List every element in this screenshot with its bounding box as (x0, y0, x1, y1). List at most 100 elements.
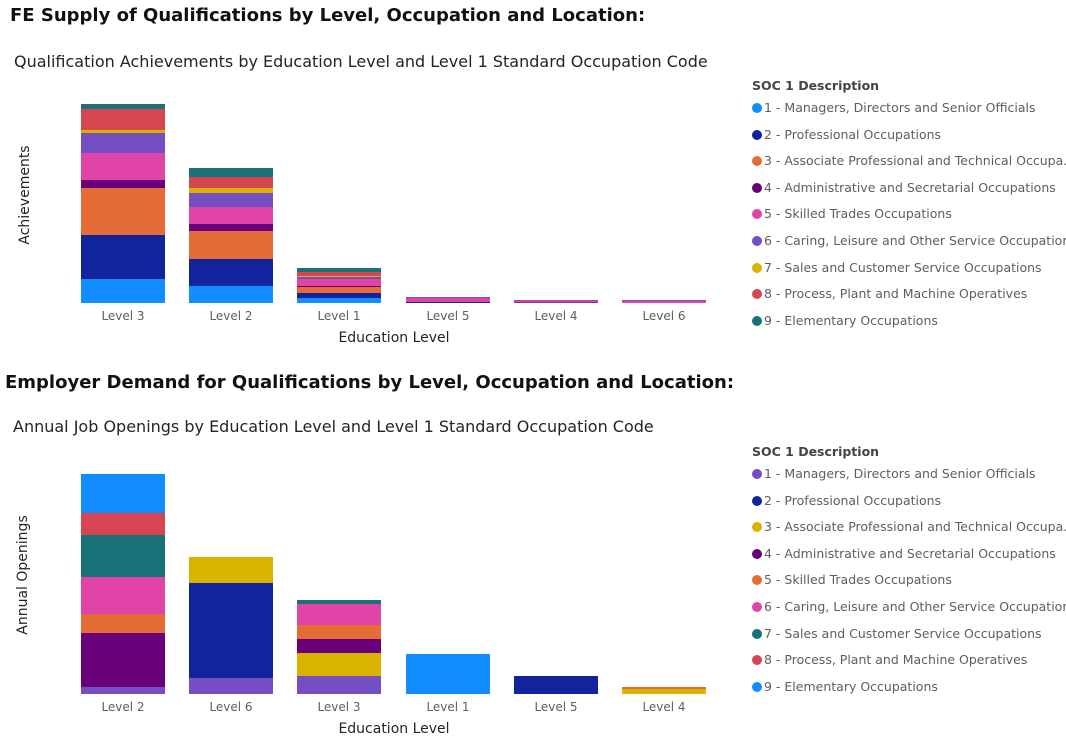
section-heading-demand: Employer Demand for Qualifications by Le… (5, 372, 735, 393)
y-axis-title: Annual Openings (15, 515, 31, 634)
legend-marker-icon (752, 129, 762, 140)
legend-label: 5 - Skilled Trades Occupations (764, 572, 952, 588)
legend-label: 2 - Professional Occupations (764, 126, 942, 142)
legend-item-soc7[interactable]: 7 - Sales and Customer Service Occupatio… (752, 626, 1066, 653)
bar-segment-level-6-soc1 (189, 678, 273, 694)
bar-segment-level-4-soc5 (514, 300, 598, 303)
bar-segment-level-3-soc8 (81, 109, 165, 130)
bar-segment-level-4-soc2 (514, 302, 598, 303)
legend-marker-icon (752, 601, 762, 612)
bar-segment-level-3-soc7 (297, 600, 381, 604)
x-tick-label: Level 2 (209, 309, 252, 323)
bar-segment-level-6-soc6 (622, 300, 706, 301)
legend-item-soc1[interactable]: 1 - Managers, Directors and Senior Offic… (752, 466, 1066, 493)
legend-item-soc2[interactable]: 2 - Professional Occupations (752, 127, 1066, 154)
legend-marker-icon (752, 289, 762, 300)
bar-segment-level-4-soc6 (514, 300, 598, 301)
legend-item-soc9[interactable]: 9 - Elementary Occupations (752, 679, 1066, 706)
legend-item-soc5[interactable]: 5 - Skilled Trades Occupations (752, 572, 1066, 599)
legend-marker-icon (752, 548, 762, 559)
legend-marker-icon (752, 628, 762, 639)
x-tick-label: Level 3 (101, 309, 144, 323)
bar-segment-level-5-soc2 (406, 302, 490, 303)
x-tick-label: Level 5 (534, 700, 577, 714)
bar-segment-level-2-soc9 (189, 168, 273, 177)
legend-label: 9 - Elementary Occupations (764, 312, 938, 328)
x-tick-label: Level 2 (101, 700, 144, 714)
legend-title: SOC 1 Description (752, 78, 880, 93)
legend-item-soc5[interactable]: 5 - Skilled Trades Occupations (752, 206, 1066, 233)
bar-segment-level-3-soc5 (297, 625, 381, 639)
legend-title: SOC 1 Description (752, 444, 880, 459)
legend-item-soc3[interactable]: 3 - Associate Professional and Technical… (752, 519, 1066, 546)
bar-segment-level-5-soc6 (406, 297, 490, 298)
chart-title-supply: Qualification Achievements by Education … (14, 52, 708, 71)
legend-item-soc9[interactable]: 9 - Elementary Occupations (752, 313, 1066, 340)
bar-segment-level-4-soc5 (622, 687, 706, 689)
bar-segment-level-1-soc4 (297, 286, 381, 287)
legend-item-soc4[interactable]: 4 - Administrative and Secretarial Occup… (752, 546, 1066, 573)
legend-marker-icon (752, 235, 762, 246)
legend-marker-icon (752, 209, 762, 220)
bar-segment-level-2-soc8 (189, 177, 273, 188)
demand-chart: Level 2 Level 6 Level 3 Level 1 Level 5 Level… (15, 474, 706, 737)
demand-legend: SOC 1 Description 1 - Managers, Director… (752, 444, 1066, 705)
legend-marker-icon (752, 262, 762, 273)
bar-segment-level-1-soc2 (297, 293, 381, 298)
bar-segment-level-2-soc4 (189, 224, 273, 231)
legend-marker-icon (752, 681, 762, 692)
legend-item-soc7[interactable]: 7 - Sales and Customer Service Occupatio… (752, 260, 1066, 287)
legend-label: 9 - Elementary Occupations (764, 678, 938, 694)
x-tick-label: Level 1 (426, 700, 469, 714)
section-heading-supply: FE Supply of Qualifications by Level, Oc… (10, 5, 646, 26)
legend-marker-icon (752, 315, 762, 326)
supply-legend: SOC 1 Description 1 - Managers, Director… (752, 78, 1066, 339)
legend-label: 2 - Professional Occupations (764, 492, 942, 508)
x-tick-label: Level 1 (317, 309, 360, 323)
bar-segment-level-2-soc5 (189, 207, 273, 224)
bar-segment-level-3-soc1 (297, 676, 381, 694)
legend-item-soc2[interactable]: 2 - Professional Occupations (752, 493, 1066, 520)
legend-marker-icon (752, 469, 762, 479)
legend-marker-icon (752, 182, 762, 193)
legend-label: 8 - Process, Plant and Machine Operative… (764, 286, 1028, 302)
legend-item-soc8[interactable]: 8 - Process, Plant and Machine Operative… (752, 652, 1066, 679)
bar-segment-level-2-soc7 (81, 535, 165, 577)
x-tick-label: Level 5 (426, 309, 469, 323)
bar-segment-level-2-soc9 (81, 474, 165, 513)
legend-item-soc1[interactable]: 1 - Managers, Directors and Senior Offic… (752, 100, 1066, 127)
bar-segment-level-3-soc1 (81, 279, 165, 303)
legend-label: 3 - Associate Professional and Technical… (764, 519, 1066, 535)
legend-label: 6 - Caring, Leisure and Other Service Oc… (764, 232, 1066, 248)
bar-segment-level-3-soc6 (297, 604, 381, 625)
chart-title-demand: Annual Job Openings by Education Level a… (13, 417, 654, 436)
bar-segment-level-4-soc3 (622, 689, 706, 694)
legend-label: 1 - Managers, Directors and Senior Offic… (764, 466, 1036, 481)
x-tick-label: Level 6 (642, 309, 685, 323)
legend-item-soc6[interactable]: 6 - Caring, Leisure and Other Service Oc… (752, 233, 1066, 260)
bar-segment-level-3-soc3 (81, 188, 165, 235)
bar-segment-level-2-soc5 (81, 614, 165, 633)
legend-label: 7 - Sales and Customer Service Occupatio… (764, 259, 1042, 275)
bar-segment-level-1-soc5 (297, 279, 381, 286)
bar-segment-level-1-soc1 (297, 298, 381, 303)
x-tick-label: Level 6 (209, 700, 252, 714)
bar-segment-level-2-soc8 (81, 513, 165, 535)
x-tick-label: Level 3 (317, 700, 360, 714)
legend-item-soc8[interactable]: 8 - Process, Plant and Machine Operative… (752, 286, 1066, 313)
x-axis-title: Education Level (338, 330, 449, 346)
legend-item-soc6[interactable]: 6 - Caring, Leisure and Other Service Oc… (752, 599, 1066, 626)
y-axis-title: Achievements (17, 145, 33, 244)
legend-marker-icon (752, 655, 762, 666)
x-axis-title: Education Level (338, 721, 449, 737)
legend-item-soc4[interactable]: 4 - Administrative and Secretarial Occup… (752, 180, 1066, 207)
legend-item-soc3[interactable]: 3 - Associate Professional and Technical… (752, 153, 1066, 180)
bar-segment-level-2-soc4 (81, 633, 165, 687)
bar-segment-level-1-soc6 (297, 277, 381, 279)
bar-segment-level-1-soc8 (297, 272, 381, 276)
legend-label: 4 - Administrative and Secretarial Occup… (764, 179, 1056, 195)
bar-segment-level-6-soc3 (189, 557, 273, 583)
bar-segment-level-6-soc2 (189, 583, 273, 678)
bar-segment-level-2-soc7 (189, 188, 273, 193)
bar-segment-level-2-soc6 (189, 193, 273, 207)
